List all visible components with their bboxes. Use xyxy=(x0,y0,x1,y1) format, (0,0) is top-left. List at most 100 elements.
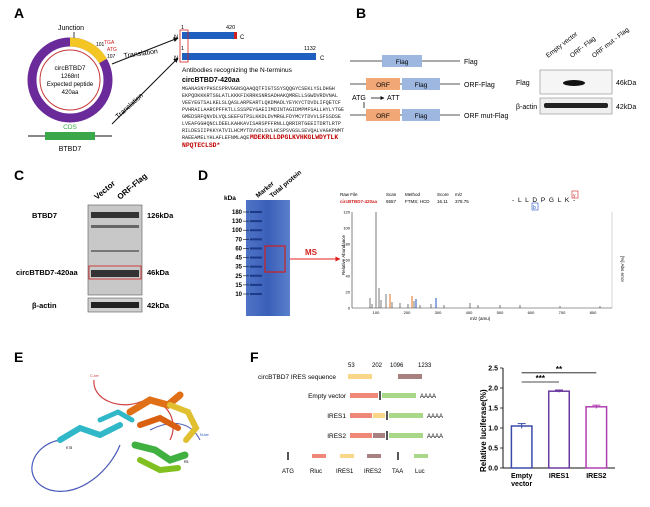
seq-red-line2: NPQTECLSD* xyxy=(182,142,221,149)
construct-1-label: Flag xyxy=(464,59,478,66)
gel-marker-band xyxy=(250,256,262,259)
construct-row-label: IRES1 xyxy=(327,413,346,420)
spec-method-value: FTMS; HCD xyxy=(405,199,430,204)
structure-loop-blue2 xyxy=(149,422,201,441)
spec-raw-value: circBTBD7-420aa xyxy=(340,199,378,204)
gel-marker-label: 130 xyxy=(232,219,243,225)
flag-box-2 xyxy=(402,78,440,90)
antibody-text: Antibodies recognizing the N-terminus xyxy=(182,67,293,74)
panel-b-letter: B xyxy=(356,5,366,21)
gel-markers: 180 130 100 70 60 45 35 25 15 10 xyxy=(232,210,262,298)
seq-line: RAEEAMELYHLAFLEFNMLAQE xyxy=(182,135,249,141)
spec-right-label: [%] Abs error xyxy=(620,256,625,283)
legend-ires2-swatch xyxy=(367,454,381,458)
spec-y-label: Relative Abundance xyxy=(341,234,346,275)
circrna-orf-segment xyxy=(69,37,107,64)
legend-luc-swatch xyxy=(414,454,428,458)
gel-marker-label: 45 xyxy=(235,256,242,262)
legend-label: ATG xyxy=(282,469,294,475)
seq-line: LVEAFGGHQNCLDEELKAHKAVISARSPFFRNLLQRRIRT… xyxy=(182,121,341,127)
construct-row-label: IRES2 xyxy=(327,433,346,440)
junction-label: Junction xyxy=(58,25,84,32)
gel-marker-label: 60 xyxy=(235,246,242,252)
circ-expected: Expected peptide xyxy=(47,82,94,88)
ion-y-label: y xyxy=(573,193,576,199)
structure-helix-green xyxy=(131,441,189,464)
chart-y-tick-label: 1.5 xyxy=(488,406,498,413)
chart-y-tick-label: 2.0 xyxy=(488,386,498,393)
gel-marker-band xyxy=(250,283,262,286)
flag-box-3 xyxy=(402,109,440,121)
structure-loop-blue xyxy=(31,439,121,492)
gel-marker-label: 35 xyxy=(235,265,242,271)
translation-arrow-top xyxy=(111,37,179,65)
structure-label-c: C-ter xyxy=(90,373,100,378)
ires2-segment xyxy=(398,374,422,379)
structure-helix-orange xyxy=(126,391,184,416)
construct-2-label: ORF-Flag xyxy=(464,82,495,89)
blot-c-actin-band xyxy=(91,302,139,308)
spec-x-tick: 100 xyxy=(373,310,380,315)
luciferase-bar-chart: Relative luciferase(%) 0.0 0.5 1.0 1.5 2.0 2.… xyxy=(479,365,615,488)
ires1-insert xyxy=(373,413,385,418)
bar1-start: 1 xyxy=(181,25,184,31)
blot-c-row-btbd7: BTBD7 xyxy=(32,211,57,220)
structure-helix-lime xyxy=(137,457,181,474)
blot-c-row-actin: β-actin xyxy=(32,301,57,310)
seq-line: MGANASNYPHSCSPRVGGNSQAAQQTFIGTSSYSQQGYCS… xyxy=(182,86,335,92)
blot-c-band-minor xyxy=(91,225,139,228)
structure-label-n: N-ter xyxy=(200,432,210,437)
bar2-end: 1132 xyxy=(304,46,316,52)
ires-pos: 202 xyxy=(372,363,383,369)
structure-label-k: K78 xyxy=(66,446,72,450)
seq-line: PVHRAILAARCPFFKTLLSSSPEYGAEIIMDINTAGIDMP… xyxy=(182,107,344,113)
gel-marker-band xyxy=(250,265,262,268)
structure-helix-cyan xyxy=(57,422,123,443)
chart-category-label: vector xyxy=(511,481,532,488)
seq-line: EKPQDKKKRTSGLATLKKKFIKRRKSNRSADHAKQMRELL… xyxy=(182,93,338,99)
blot-c-lane-label: Vector xyxy=(93,179,118,202)
n-terminus-box xyxy=(179,29,189,63)
sig-label-1: *** xyxy=(536,374,546,383)
num-107: 107 xyxy=(107,54,116,60)
gene-label: BTBD7 xyxy=(59,146,82,153)
luc-segment xyxy=(382,393,416,398)
spec-peaks xyxy=(369,212,601,308)
gel-marker-band xyxy=(250,293,262,295)
construct-row-label: Empty vector xyxy=(308,393,347,400)
construct-row: Empty vector AAAA xyxy=(308,391,436,400)
bar1-end: 420 xyxy=(226,25,235,31)
ms-label: MS xyxy=(305,248,318,257)
panel-e: E C-ter N-ter K78 R5 xyxy=(14,349,210,492)
polya-label: AAAA xyxy=(427,414,443,420)
spec-mz-label: m/z xyxy=(455,192,463,197)
panel-f: F 53 202 1096 1233 circBTBD7 IRES sequen… xyxy=(250,349,615,488)
construct-legend: ATG Rluc IRES1 IRES2 TAA Luc xyxy=(282,452,428,475)
ires-pos: 53 xyxy=(348,363,355,369)
blot-c-row-circ: circBTBD7-420aa xyxy=(16,268,79,277)
spec-x-label: m/z (amu) xyxy=(470,316,491,321)
sig-label-2: ** xyxy=(556,365,563,374)
construct-row: IRES2 AAAA xyxy=(327,431,443,440)
blot-c-kda: 126kDa xyxy=(147,211,174,220)
blot-c-kda: 46kDa xyxy=(147,268,170,277)
gel-marker-label: 100 xyxy=(232,228,243,234)
flag-box-1 xyxy=(382,55,422,67)
protein-bar-420 xyxy=(182,32,236,39)
chart-category-label: IRES1 xyxy=(549,473,569,480)
num-101: 101 xyxy=(96,42,105,48)
ion-y-box xyxy=(571,190,579,199)
translation-top-label: Translation xyxy=(123,48,158,60)
spec-y-tick: 100 xyxy=(343,226,350,231)
legend-taa-swatch xyxy=(397,452,399,460)
seq-line: RILDESIIPKKYATVILHCMYTDVVDLSVLHCSPSVGSLS… xyxy=(182,128,344,134)
panel-c-letter: C xyxy=(14,167,24,183)
blot-flag-band xyxy=(563,80,585,86)
circrna-inner-ring xyxy=(39,49,101,111)
ion-b-label: b xyxy=(533,205,536,211)
protein-bar-420-tail xyxy=(234,32,237,39)
blot-c-band-btbd7 xyxy=(91,212,139,218)
spec-method-label: Method xyxy=(405,192,421,197)
spec-y-tick: 40 xyxy=(346,274,351,279)
seq-red-tail: MDEKRLLDPGLKVHKGLWDYTLK xyxy=(250,134,338,141)
